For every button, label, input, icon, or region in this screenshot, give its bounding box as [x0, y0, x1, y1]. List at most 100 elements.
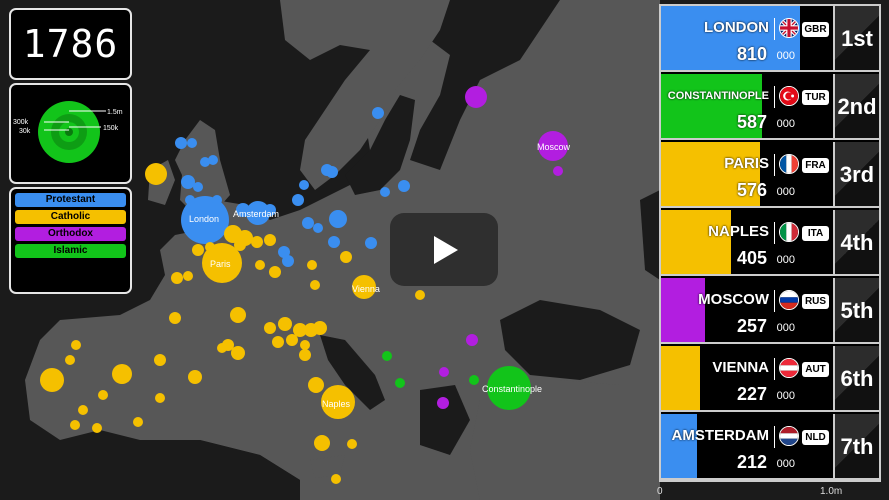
city-dot: [398, 180, 410, 192]
city-dot: [181, 196, 229, 244]
ranking-row: VIENNA AUT 227 000 6th: [661, 346, 879, 412]
city-dot: [269, 266, 281, 278]
city-dot: [208, 155, 218, 165]
city-dot: [92, 423, 102, 433]
ranking-row: PARIS FRA 576 000 3rd: [661, 142, 879, 208]
city-dot: [352, 275, 376, 299]
city-dot: [236, 203, 250, 217]
city-dot: [469, 375, 479, 385]
ranking-row: AMSTERDAM NLD 212 000 7th: [661, 414, 879, 480]
rus-flag-icon: [779, 290, 799, 310]
label-london: London: [189, 214, 219, 224]
tur-flag-icon: [779, 86, 799, 106]
country-code: GBR: [802, 22, 829, 37]
population-unit: 000: [776, 254, 795, 266]
city-dot: [293, 323, 307, 337]
rank-badge: 3rd: [833, 142, 879, 206]
city-dot: [299, 349, 311, 361]
city-dot: [313, 223, 323, 233]
baltic-sea: [345, 95, 415, 195]
legend-islamic: Islamic: [15, 244, 126, 258]
city-name: CONSTANTINOPLE: [667, 90, 769, 102]
population-value: 405: [736, 248, 767, 268]
population-bar: [661, 142, 760, 206]
city-dot: [192, 244, 204, 256]
ita-flag-icon: [779, 222, 799, 242]
scale-label-1-5m: 1.5m: [107, 109, 123, 116]
year-panel: 1786: [9, 8, 132, 80]
rank-text: 2nd: [837, 94, 877, 119]
city-dot: [299, 180, 309, 190]
city-dot: [169, 312, 181, 324]
city-dot: [234, 239, 246, 251]
caspian-sea: [640, 190, 660, 280]
separator: [774, 358, 775, 380]
city-dot: [78, 405, 88, 415]
city-dot: [328, 236, 340, 248]
population-value: 810: [736, 44, 767, 64]
city-dot: [205, 242, 215, 252]
city-dot: [300, 340, 310, 350]
country-code: NLD: [802, 430, 829, 445]
city-dot: [553, 166, 563, 176]
adriatic-sea: [320, 335, 385, 410]
population-unit: 000: [776, 118, 795, 130]
rank-text: 5th: [840, 298, 874, 323]
play-button[interactable]: [390, 213, 498, 286]
city-dot: [230, 307, 246, 323]
scale-label-30k: 30k: [19, 128, 31, 135]
axis-min-label: 0: [657, 486, 663, 497]
population-bar: [661, 74, 762, 138]
population-unit: 000: [776, 50, 795, 62]
city-dot: [395, 378, 405, 388]
city-dot: [465, 86, 487, 108]
ranking-row: NAPLES ITA 405 000 4th: [661, 210, 879, 276]
city-dots: [40, 86, 568, 484]
legend-protestant: Protestant: [15, 193, 126, 207]
city-labels: London Amsterdam Paris Vienna Naples Con…: [189, 142, 571, 409]
city-dot: [145, 163, 167, 185]
label-moscow: Moscow: [537, 142, 571, 152]
city-dot: [154, 354, 166, 366]
land-sicily: [310, 455, 345, 478]
religion-legend: Protestant Catholic Orthodox Islamic: [9, 187, 132, 294]
city-dot: [286, 334, 298, 346]
city-dot: [246, 201, 270, 225]
country-code: AUT: [802, 362, 829, 377]
population-bar: [661, 278, 705, 342]
city-dot: [365, 237, 377, 249]
legend-orthodox: Orthodox: [15, 227, 126, 241]
aegean-sea: [420, 385, 470, 455]
population-bar: [661, 210, 731, 274]
separator: [774, 290, 775, 312]
city-dot: [329, 210, 347, 228]
play-icon: [434, 236, 458, 264]
city-dot: [264, 234, 276, 246]
city-dot: [415, 290, 425, 300]
city-name: PARIS: [724, 155, 769, 172]
year-display: 1786: [22, 22, 119, 66]
population-unit: 000: [776, 390, 795, 402]
city-dot: [372, 107, 384, 119]
city-dot: [264, 322, 276, 334]
mediterranean-sea: [0, 440, 300, 500]
population-bar: [661, 346, 700, 410]
city-name: LONDON: [704, 19, 769, 36]
separator: [774, 154, 775, 176]
city-dot: [71, 340, 81, 350]
country-code: RUS: [802, 294, 829, 309]
city-dot: [278, 317, 292, 331]
city-dot: [340, 251, 352, 263]
land-anatolia: [470, 380, 660, 500]
ranking-row: LONDON GBR 810 000 1st: [661, 6, 879, 72]
population-value: 212: [736, 452, 767, 472]
city-dot: [65, 355, 75, 365]
city-dot: [264, 204, 276, 216]
ranking-row: MOSCOW RUS 257 000 5th: [661, 278, 879, 344]
rank-badge: 1st: [833, 6, 879, 70]
city-dot: [155, 393, 165, 403]
separator: [774, 222, 775, 244]
city-dot: [310, 280, 320, 290]
city-dot: [282, 255, 294, 267]
